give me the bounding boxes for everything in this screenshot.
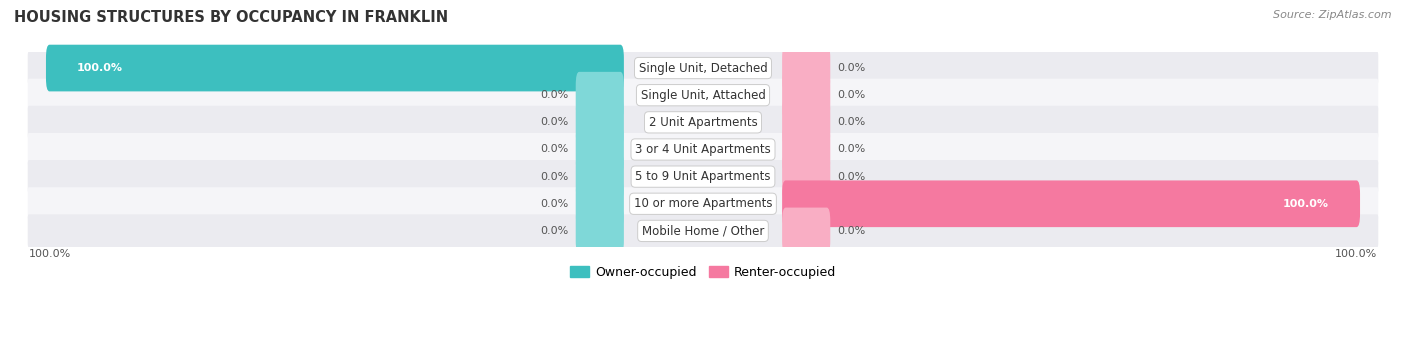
Text: 0.0%: 0.0% (837, 145, 866, 154)
Text: 0.0%: 0.0% (837, 90, 866, 100)
FancyBboxPatch shape (782, 45, 831, 91)
Text: 2 Unit Apartments: 2 Unit Apartments (648, 116, 758, 129)
FancyBboxPatch shape (28, 133, 1378, 166)
Text: 0.0%: 0.0% (837, 226, 866, 236)
Text: Mobile Home / Other: Mobile Home / Other (641, 224, 765, 237)
Text: HOUSING STRUCTURES BY OCCUPANCY IN FRANKLIN: HOUSING STRUCTURES BY OCCUPANCY IN FRANK… (14, 10, 449, 25)
FancyBboxPatch shape (28, 106, 1378, 139)
FancyBboxPatch shape (782, 153, 831, 200)
FancyBboxPatch shape (28, 51, 1378, 85)
Text: 0.0%: 0.0% (837, 63, 866, 73)
FancyBboxPatch shape (575, 153, 624, 200)
Text: 0.0%: 0.0% (540, 226, 569, 236)
Text: 100.0%: 100.0% (1334, 249, 1378, 258)
Text: Single Unit, Detached: Single Unit, Detached (638, 61, 768, 75)
Text: 100.0%: 100.0% (28, 249, 72, 258)
Text: 0.0%: 0.0% (540, 90, 569, 100)
Text: 10 or more Apartments: 10 or more Apartments (634, 197, 772, 210)
Text: 100.0%: 100.0% (1284, 199, 1329, 209)
Text: 0.0%: 0.0% (837, 117, 866, 127)
FancyBboxPatch shape (28, 79, 1378, 112)
FancyBboxPatch shape (575, 99, 624, 146)
FancyBboxPatch shape (28, 214, 1378, 248)
Text: 0.0%: 0.0% (540, 199, 569, 209)
FancyBboxPatch shape (782, 208, 831, 254)
Text: 0.0%: 0.0% (540, 145, 569, 154)
Text: 3 or 4 Unit Apartments: 3 or 4 Unit Apartments (636, 143, 770, 156)
Text: 0.0%: 0.0% (837, 172, 866, 182)
Text: Source: ZipAtlas.com: Source: ZipAtlas.com (1274, 10, 1392, 20)
Text: 5 to 9 Unit Apartments: 5 to 9 Unit Apartments (636, 170, 770, 183)
FancyBboxPatch shape (782, 72, 831, 119)
Text: 0.0%: 0.0% (540, 172, 569, 182)
FancyBboxPatch shape (782, 99, 831, 146)
FancyBboxPatch shape (46, 45, 624, 91)
FancyBboxPatch shape (575, 72, 624, 119)
Text: 100.0%: 100.0% (77, 63, 122, 73)
FancyBboxPatch shape (28, 187, 1378, 220)
FancyBboxPatch shape (782, 126, 831, 173)
FancyBboxPatch shape (28, 160, 1378, 193)
FancyBboxPatch shape (575, 180, 624, 227)
Text: Single Unit, Attached: Single Unit, Attached (641, 89, 765, 102)
Text: 0.0%: 0.0% (540, 117, 569, 127)
Legend: Owner-occupied, Renter-occupied: Owner-occupied, Renter-occupied (565, 261, 841, 284)
FancyBboxPatch shape (575, 126, 624, 173)
FancyBboxPatch shape (782, 180, 1360, 227)
FancyBboxPatch shape (575, 208, 624, 254)
